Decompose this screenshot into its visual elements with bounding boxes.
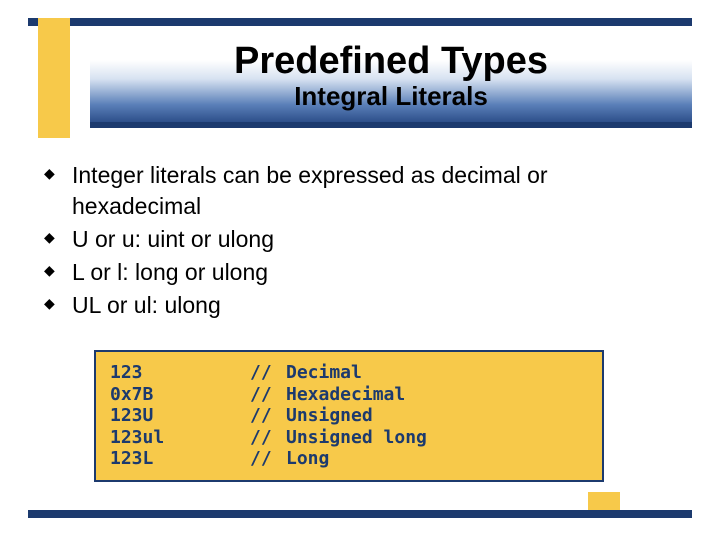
code-comment-slash: //	[250, 362, 286, 384]
code-literal: 123ul	[110, 427, 250, 449]
title-block: Predefined Types Integral Literals	[90, 36, 692, 128]
code-comment-slash: //	[250, 384, 286, 406]
code-comment: Decimal	[286, 362, 362, 384]
code-literal: 0x7B	[110, 384, 250, 406]
code-literal: 123U	[110, 405, 250, 427]
code-comment: Long	[286, 448, 329, 470]
code-literal: 123	[110, 362, 250, 384]
code-row: 123 // Decimal	[110, 362, 588, 384]
code-comment-slash: //	[250, 405, 286, 427]
code-block: 123 // Decimal 0x7B // Hexadecimal 123U …	[94, 350, 604, 482]
code-comment-slash: //	[250, 427, 286, 449]
code-comment: Hexadecimal	[286, 384, 405, 406]
code-comment-slash: //	[250, 448, 286, 470]
slide-title: Predefined Types	[90, 40, 692, 83]
bullet-item: U or u: uint or ulong	[44, 224, 680, 255]
bullet-item: UL or ul: ulong	[44, 290, 680, 321]
bullet-item: Integer literals can be expressed as dec…	[44, 160, 680, 222]
code-comment: Unsigned long	[286, 427, 427, 449]
code-row: 0x7B // Hexadecimal	[110, 384, 588, 406]
code-row: 123L // Long	[110, 448, 588, 470]
bullet-item: L or l: long or ulong	[44, 257, 680, 288]
left-accent-bar	[38, 18, 70, 138]
code-row: 123ul // Unsigned long	[110, 427, 588, 449]
top-divider	[28, 18, 692, 26]
bottom-divider	[28, 510, 692, 518]
code-row: 123U // Unsigned	[110, 405, 588, 427]
code-comment: Unsigned	[286, 405, 373, 427]
bullet-list: Integer literals can be expressed as dec…	[44, 160, 680, 321]
slide-subtitle: Integral Literals	[90, 81, 692, 112]
code-literal: 123L	[110, 448, 250, 470]
content-area: Integer literals can be expressed as dec…	[44, 160, 680, 323]
